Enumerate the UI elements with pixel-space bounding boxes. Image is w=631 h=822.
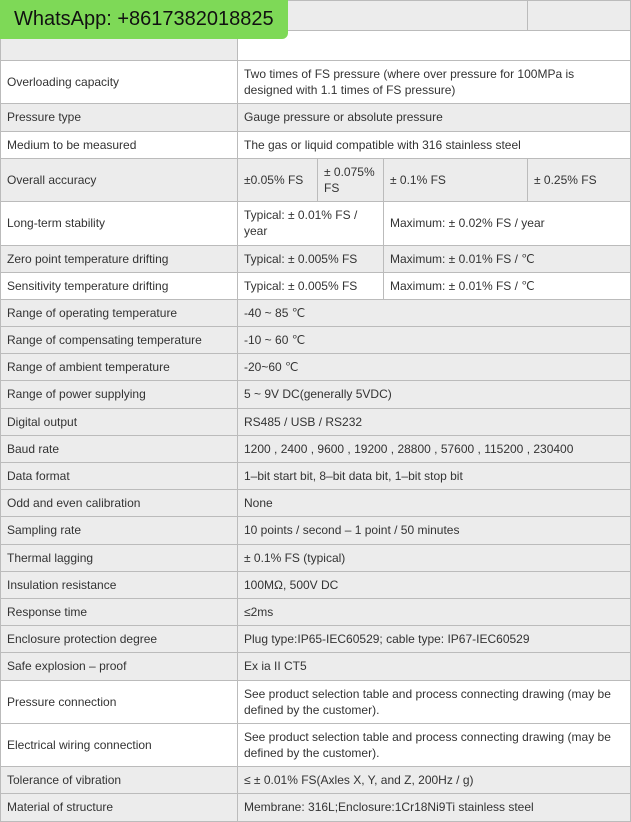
table-row: Overloading capacity Two times of FS pre…	[1, 61, 631, 104]
row-value: The gas or liquid compatible with 316 st…	[238, 131, 631, 158]
row-value: 100MΩ, 500V DC	[238, 571, 631, 598]
row-maximum: Maximum: ± 0.02% FS / year	[384, 202, 631, 245]
table-row: Insulation resistance 100MΩ, 500V DC	[1, 571, 631, 598]
row-label: Pressure type	[1, 104, 238, 131]
table-row: Pressure type Gauge pressure or absolute…	[1, 104, 631, 131]
table-row: Odd and even calibration None	[1, 490, 631, 517]
row-label: Sensitivity temperature drifting	[1, 272, 238, 299]
row-label: Range of power supplying	[1, 381, 238, 408]
table-row: Range of ambient temperature -20~60 ℃	[1, 354, 631, 381]
row-label: Digital output	[1, 408, 238, 435]
table-row: Baud rate 1200 , 2400 , 9600 , 19200 , 2…	[1, 435, 631, 462]
row-label: Tolerance of vibration	[1, 767, 238, 794]
row-value: Two times of FS pressure (where over pre…	[238, 61, 631, 104]
row-value: See product selection table and process …	[238, 680, 631, 723]
accuracy-v4: ± 0.25% FS	[528, 158, 631, 201]
table-row: Range of power supplying 5 ~ 9V DC(gener…	[1, 381, 631, 408]
row-value: Gauge pressure or absolute pressure	[238, 104, 631, 131]
row-value: ≤ ± 0.01% FS(Axles X, Y, and Z, 200Hz / …	[238, 767, 631, 794]
row-value: See product selection table and process …	[238, 723, 631, 766]
row-label: Odd and even calibration	[1, 490, 238, 517]
row-label: Range of operating temperature	[1, 299, 238, 326]
accuracy-v3: ± 0.1% FS	[384, 158, 528, 201]
row-value: -20~60 ℃	[238, 354, 631, 381]
row-label: Overall accuracy	[1, 158, 238, 201]
row-value: 1200 , 2400 , 9600 , 19200 , 28800 , 576…	[238, 435, 631, 462]
row-label: Sampling rate	[1, 517, 238, 544]
table-row: Pressure connection See product selectio…	[1, 680, 631, 723]
whatsapp-banner: WhatsApp: +8617382018825	[0, 0, 288, 39]
table-row: Electrical wiring connection See product…	[1, 723, 631, 766]
row-value: 1–bit start bit, 8–bit data bit, 1–bit s…	[238, 463, 631, 490]
row-label: Thermal lagging	[1, 544, 238, 571]
table-row: Material of structure Membrane: 316L;Enc…	[1, 794, 631, 821]
table-row: Response time ≤2ms	[1, 598, 631, 625]
table-row: Medium to be measured The gas or liquid …	[1, 131, 631, 158]
table-row: Thermal lagging ± 0.1% FS (typical)	[1, 544, 631, 571]
table-row: Range of operating temperature -40 ~ 85 …	[1, 299, 631, 326]
row-label: Electrical wiring connection	[1, 723, 238, 766]
row-value: ≤2ms	[238, 598, 631, 625]
row-typical: Typical: ± 0.01% FS / year	[238, 202, 384, 245]
table-row: Data format 1–bit start bit, 8–bit data …	[1, 463, 631, 490]
spec-table: Overloading capacity Two times of FS pre…	[0, 0, 631, 822]
table-row: Zero point temperature drifting Typical:…	[1, 245, 631, 272]
accuracy-v2: ± 0.075% FS	[318, 158, 384, 201]
table-row: Enclosure protection degree Plug type:IP…	[1, 626, 631, 653]
row-label: Long-term stability	[1, 202, 238, 245]
row-maximum: Maximum: ± 0.01% FS / ℃	[384, 272, 631, 299]
row-label: Data format	[1, 463, 238, 490]
table-row: Safe explosion – proof Ex ia II CT5	[1, 653, 631, 680]
table-row: Overall accuracy ±0.05% FS ± 0.075% FS ±…	[1, 158, 631, 201]
table-row: Digital output RS485 / USB / RS232	[1, 408, 631, 435]
row-label: Safe explosion – proof	[1, 653, 238, 680]
row-label: Insulation resistance	[1, 571, 238, 598]
table-row: Sampling rate 10 points / second – 1 poi…	[1, 517, 631, 544]
row-label: Zero point temperature drifting	[1, 245, 238, 272]
row-value: ± 0.1% FS (typical)	[238, 544, 631, 571]
row-label: Overloading capacity	[1, 61, 238, 104]
row-label: Pressure connection	[1, 680, 238, 723]
row-typical: Typical: ± 0.005% FS	[238, 272, 384, 299]
row-label: Material of structure	[1, 794, 238, 821]
row-maximum: Maximum: ± 0.01% FS / ℃	[384, 245, 631, 272]
accuracy-v1: ±0.05% FS	[238, 158, 318, 201]
table-row: Range of compensating temperature -10 ~ …	[1, 327, 631, 354]
row-value: Ex ia II CT5	[238, 653, 631, 680]
table-row: Tolerance of vibration ≤ ± 0.01% FS(Axle…	[1, 767, 631, 794]
row-label: Range of ambient temperature	[1, 354, 238, 381]
row-value: -10 ~ 60 ℃	[238, 327, 631, 354]
row-label: Response time	[1, 598, 238, 625]
table-row: Long-term stability Typical: ± 0.01% FS …	[1, 202, 631, 245]
row-label: Enclosure protection degree	[1, 626, 238, 653]
row-value: RS485 / USB / RS232	[238, 408, 631, 435]
row-label: Range of compensating temperature	[1, 327, 238, 354]
row-typical: Typical: ± 0.005% FS	[238, 245, 384, 272]
row-value: -40 ~ 85 ℃	[238, 299, 631, 326]
row-value: 5 ~ 9V DC(generally 5VDC)	[238, 381, 631, 408]
row-value: Membrane: 316L;Enclosure:1Cr18Ni9Ti stai…	[238, 794, 631, 821]
table-row: Sensitivity temperature drifting Typical…	[1, 272, 631, 299]
row-value: None	[238, 490, 631, 517]
row-label: Medium to be measured	[1, 131, 238, 158]
row-value: 10 points / second – 1 point / 50 minute…	[238, 517, 631, 544]
row-label: Baud rate	[1, 435, 238, 462]
row-value: Plug type:IP65-IEC60529; cable type: IP6…	[238, 626, 631, 653]
